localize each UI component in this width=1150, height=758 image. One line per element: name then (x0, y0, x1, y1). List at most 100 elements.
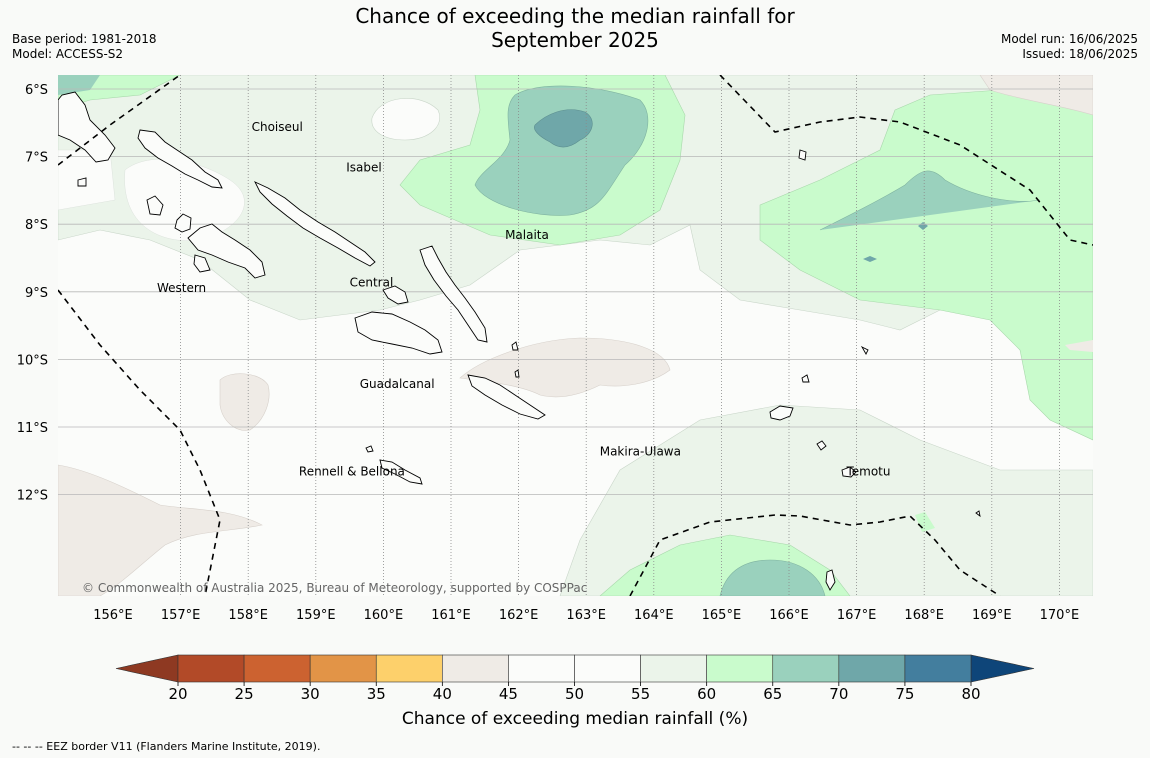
colorbar-tick-label: 30 (301, 685, 320, 700)
island-rennell (379, 459, 423, 485)
colorbar-tick-label: 45 (499, 685, 518, 700)
island-choiseul (137, 129, 223, 189)
map-title: Chance of exceeding the median rainfall … (0, 4, 1150, 52)
island-malaita (419, 245, 488, 343)
island-bellona (365, 445, 374, 453)
island-utupua (816, 440, 827, 451)
colorbar-under-arrow (115, 654, 179, 683)
copyright-notice: © Commonwealth of Australia 2025, Bureau… (82, 581, 587, 595)
longitude-label: 157°E (161, 608, 201, 623)
eez-borders (58, 75, 1093, 596)
longitude-label: 166°E (769, 608, 809, 623)
colorbar-tick-label: 20 (168, 685, 187, 700)
island-anuta (825, 569, 836, 591)
islands (58, 91, 981, 591)
colorbar-tick-label: 25 (235, 685, 254, 700)
probability-contours (58, 75, 1093, 596)
island-rendova (193, 254, 211, 273)
province-label: Western (157, 281, 206, 295)
colorbar-segment (574, 654, 641, 683)
island-tikopia (975, 510, 981, 518)
latitude-label: 8°S (25, 218, 48, 233)
longitude-label: 163°E (566, 608, 606, 623)
contour-70-75-speck-2 (863, 256, 877, 262)
colorbar: 20 25 30 35 40 45 50 55 60 65 70 75 80 (115, 654, 1035, 700)
island-bougainville (58, 91, 116, 163)
island-isabel (254, 181, 376, 267)
colorbar-segment (243, 654, 311, 683)
colorbar-segment (838, 654, 906, 683)
contour-70-75-centre (534, 109, 593, 148)
rainfall-map: 6°S 7°S 8°S 9°S 10°S 11°S 12°S 156°E 157°E 158°E… (17, 75, 1093, 700)
colorbar-tick-label: 80 (961, 685, 980, 700)
colorbar-segment (177, 654, 245, 683)
contour-white-gap-1 (371, 98, 440, 141)
colorbar-segment (442, 654, 509, 683)
latitude-label: 7°S (25, 151, 48, 166)
latitude-label: 9°S (25, 286, 48, 301)
longitude-labels: 156°E 157°E 158°E 159°E 160°E 161°E 162°E 163°E… (93, 608, 1079, 623)
island-vanikoro (841, 466, 857, 478)
model-name: Model: ACCESS-S2 (12, 47, 124, 61)
contour-40-45-northeast (979, 75, 1093, 116)
island-sikaiana (860, 345, 869, 355)
contour-40-45-west (219, 373, 270, 431)
colorbar-tick-label: 35 (367, 685, 386, 700)
contour-65-70-northwest (58, 75, 100, 95)
longitude-label: 169°E (972, 608, 1012, 623)
eez-border-south (629, 514, 1001, 596)
colorbar-segment (772, 654, 840, 683)
model-run: Model run: 16/06/2025 (1000, 32, 1138, 46)
longitude-label: 164°E (634, 608, 674, 623)
latitude-label: 11°S (17, 421, 48, 436)
colorbar-over-arrow (970, 654, 1035, 683)
latitude-labels: 6°S 7°S 8°S 9°S 10°S 11°S 12°S (17, 83, 48, 504)
island-guadalcanal (354, 311, 443, 355)
island-reef-islands (801, 374, 810, 383)
colorbar-segment (640, 654, 707, 683)
latitude-label: 12°S (17, 489, 48, 504)
gridlines (58, 75, 1093, 596)
issued-date: Issued: 18/06/2025 (1022, 47, 1138, 61)
colorbar-label: Chance of exceeding median rainfall (%) (401, 709, 749, 729)
island-makira (467, 374, 546, 420)
longitude-label: 167°E (837, 608, 877, 623)
latitude-label: 6°S (25, 83, 48, 98)
province-label: Temotu (845, 465, 890, 479)
colorbar-tick-label: 55 (631, 685, 650, 700)
contour-60-65-speck (915, 512, 935, 532)
island-ndeni (769, 405, 794, 421)
longitude-label: 156°E (93, 608, 133, 623)
colorbar-segment (706, 654, 774, 683)
island-ontong-java (798, 149, 807, 161)
longitude-label: 159°E (296, 608, 336, 623)
contour-40-45-southwest (58, 464, 263, 596)
island-kolombangara (174, 213, 192, 233)
title-line-1: Chance of exceeding the median rainfall … (355, 4, 795, 28)
colorbar-segment (309, 654, 377, 683)
island-new-georgia (187, 223, 266, 279)
province-label: Central (350, 275, 394, 289)
province-labels: Choiseul Isabel Malaita Western Central Guada… (157, 120, 891, 479)
meta-left: Base period: 1981-2018 Model: ACCESS-S2 (12, 32, 157, 62)
title-line-2: September 2025 (491, 28, 659, 52)
meta-right: Model run: 16/06/2025 Issued: 18/06/2025 (1001, 32, 1138, 62)
latitude-label: 10°S (17, 353, 48, 368)
eez-border-northeast (719, 75, 1093, 246)
island-vella-lavella (146, 195, 164, 216)
eez-footnote: -- -- -- EEZ border V11 (Flanders Marine… (12, 740, 321, 753)
base-period: Base period: 1981-2018 (12, 32, 157, 46)
colorbar-segment (508, 654, 575, 683)
eez-border-north (58, 75, 181, 166)
longitude-label: 168°E (904, 608, 944, 623)
province-label: Guadalcanal (360, 377, 435, 391)
colorbar-tick-label: 70 (829, 685, 848, 700)
province-label: Makira-Ulawa (600, 444, 681, 458)
contour-40-45-centre (459, 337, 671, 398)
colorbar-tick-label: 65 (763, 685, 782, 700)
province-label: Isabel (346, 160, 381, 174)
longitude-label: 160°E (364, 608, 404, 623)
contour-60-65-east (759, 89, 1093, 441)
colorbar-tick-label: 40 (433, 685, 452, 700)
colorbar-tick-label: 60 (697, 685, 716, 700)
